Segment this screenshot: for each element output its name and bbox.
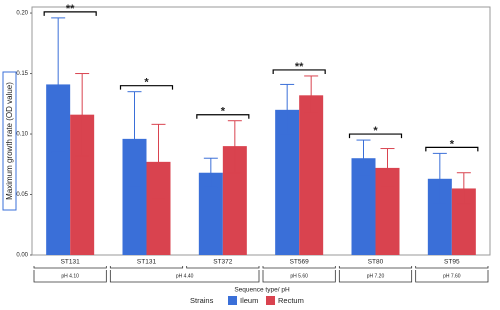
category-bracket [33, 266, 107, 269]
significance-label: * [221, 106, 226, 118]
y-tick-label: 0.15 [16, 71, 28, 77]
significance-label: ** [295, 61, 304, 73]
x-tick-label: ST80 [368, 259, 384, 266]
significance-bracket [348, 133, 403, 139]
bar [299, 95, 324, 255]
category-bracket [415, 266, 489, 269]
plot-area [31, 6, 491, 256]
x-axis-title: Sequence type/ pH [234, 287, 290, 294]
y-tick-label: 0.00 [16, 253, 28, 259]
group-label: pH 4.10 [61, 273, 79, 279]
group-bracket [415, 270, 489, 283]
category-bracket [109, 266, 184, 269]
x-tick-label: ST95 [444, 259, 460, 266]
significance-bracket [425, 146, 479, 152]
significance-bracket [43, 11, 97, 16]
group-label: pH 7.20 [367, 273, 385, 279]
significance-label: * [144, 77, 149, 89]
significance-label: * [373, 125, 378, 137]
group-bracket [109, 270, 260, 283]
y-tick-label: 0.10 [16, 132, 28, 138]
group-label: pH 7.60 [443, 273, 461, 279]
significance-bracket [119, 85, 174, 90]
x-tick-label: ST131 [61, 259, 81, 266]
category-bracket [262, 266, 336, 269]
legend-title: Strains [190, 296, 214, 305]
legend-label: Ileum [240, 296, 258, 305]
y-axis-title: Maximum growth rate (OD value) [5, 82, 14, 200]
legend-swatch [266, 296, 275, 305]
group-label: pH 5.60 [290, 273, 308, 279]
category-bracket [338, 266, 413, 269]
y-label-box [2, 71, 17, 211]
significance-bracket [272, 69, 326, 74]
x-tick-label: ST131 [137, 259, 157, 266]
x-tick-label: ST372 [213, 259, 233, 266]
group-bracket [33, 270, 107, 283]
category-bracket [186, 266, 260, 269]
y-tick-label: 0.20 [16, 11, 28, 17]
significance-label: * [450, 138, 455, 150]
group-bracket [338, 270, 413, 283]
legend-swatch [228, 296, 237, 305]
group-label: pH 4.40 [176, 273, 194, 279]
significance-label: ** [66, 3, 75, 15]
group-bracket [262, 270, 336, 283]
x-tick-label: ST569 [290, 259, 310, 266]
y-tick-label: 0.05 [16, 192, 28, 198]
legend-label: Rectum [278, 296, 304, 305]
significance-bracket [196, 114, 250, 119]
